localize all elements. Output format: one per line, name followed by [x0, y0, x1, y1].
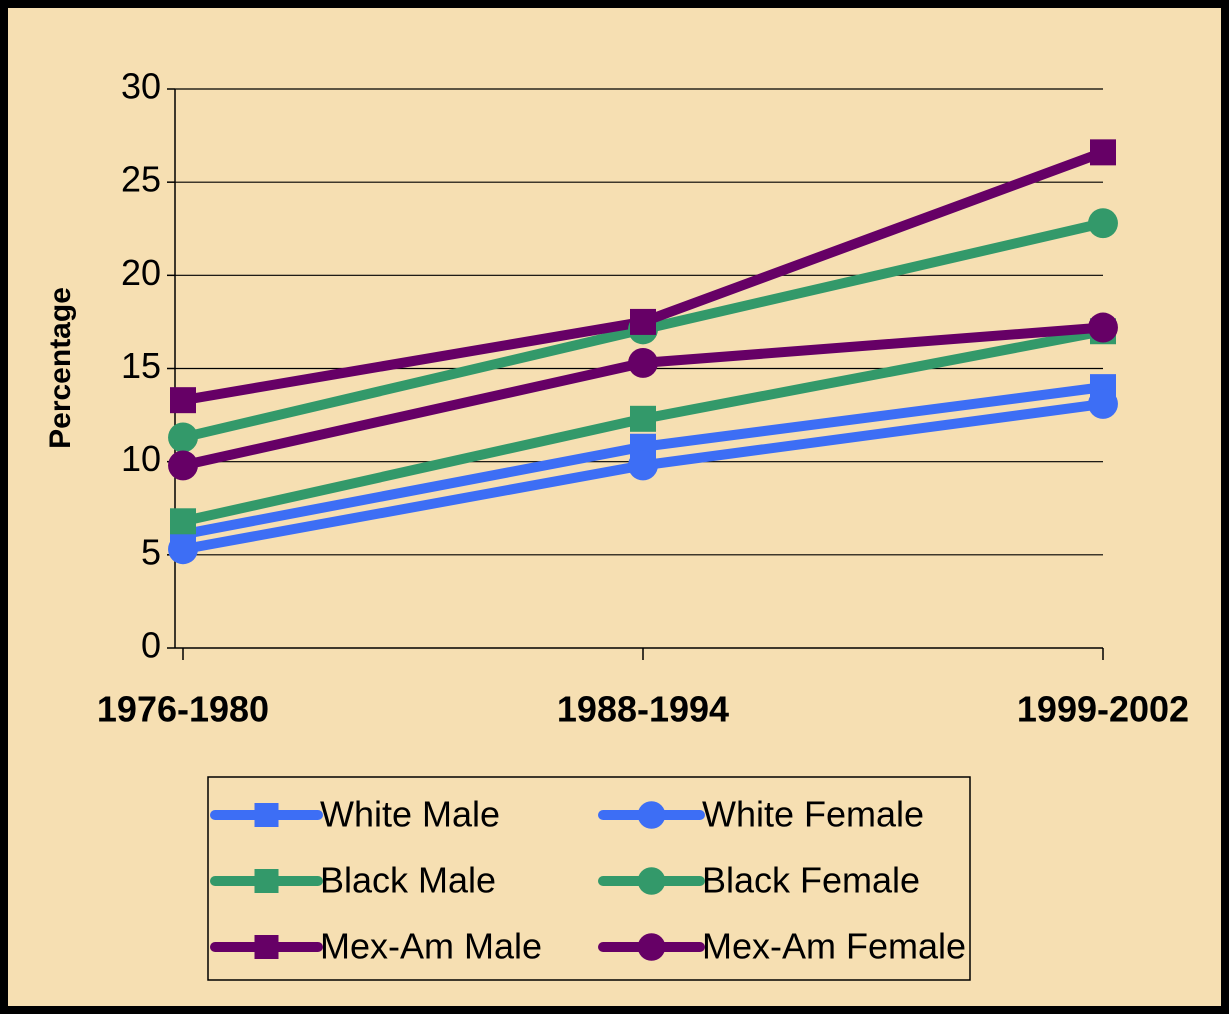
legend-label: White Female — [702, 794, 924, 835]
marker — [170, 508, 196, 535]
marker — [1088, 388, 1118, 419]
marker — [637, 867, 666, 895]
legend-label: Mex-Am Female — [702, 926, 966, 967]
marker — [1088, 208, 1118, 239]
marker — [628, 347, 658, 378]
y-axis-label: Percentage — [44, 287, 77, 449]
marker — [637, 801, 666, 829]
y-tick-label: 25 — [121, 159, 161, 200]
x-tick-label: 1976-1980 — [97, 689, 269, 730]
y-tick-label: 20 — [121, 252, 161, 293]
legend-label: Mex-Am Male — [320, 926, 542, 967]
y-tick-label: 0 — [141, 625, 161, 666]
plot: 0 5 10 15 20 25 30 1976-1980 1988-1994 1999-2002 — [97, 66, 1189, 730]
legend-label: Black Male — [320, 860, 496, 901]
legend-label: White Male — [320, 794, 500, 835]
y-tick-label: 15 — [121, 345, 161, 386]
marker — [254, 935, 279, 959]
marker — [168, 534, 198, 565]
y-tick-label: 5 — [141, 531, 161, 572]
marker — [254, 803, 279, 827]
marker — [170, 387, 196, 414]
marker — [637, 933, 666, 961]
marker — [254, 869, 279, 893]
marker — [630, 405, 656, 432]
marker — [1090, 139, 1116, 166]
marker — [168, 422, 198, 453]
y-tick-label: 10 — [121, 438, 161, 479]
marker — [168, 450, 198, 481]
marker — [630, 308, 656, 335]
y-tick-label: 30 — [121, 66, 161, 107]
x-tick-label: 1999-2002 — [1017, 689, 1189, 730]
x-tick-label: 1988-1994 — [557, 689, 729, 730]
marker — [1088, 312, 1118, 343]
legend-label: Black Female — [702, 860, 920, 901]
marker — [628, 450, 658, 481]
legend — [207, 776, 971, 981]
legend-items: White Male White Female Black Male Black Fe… — [210, 794, 966, 967]
